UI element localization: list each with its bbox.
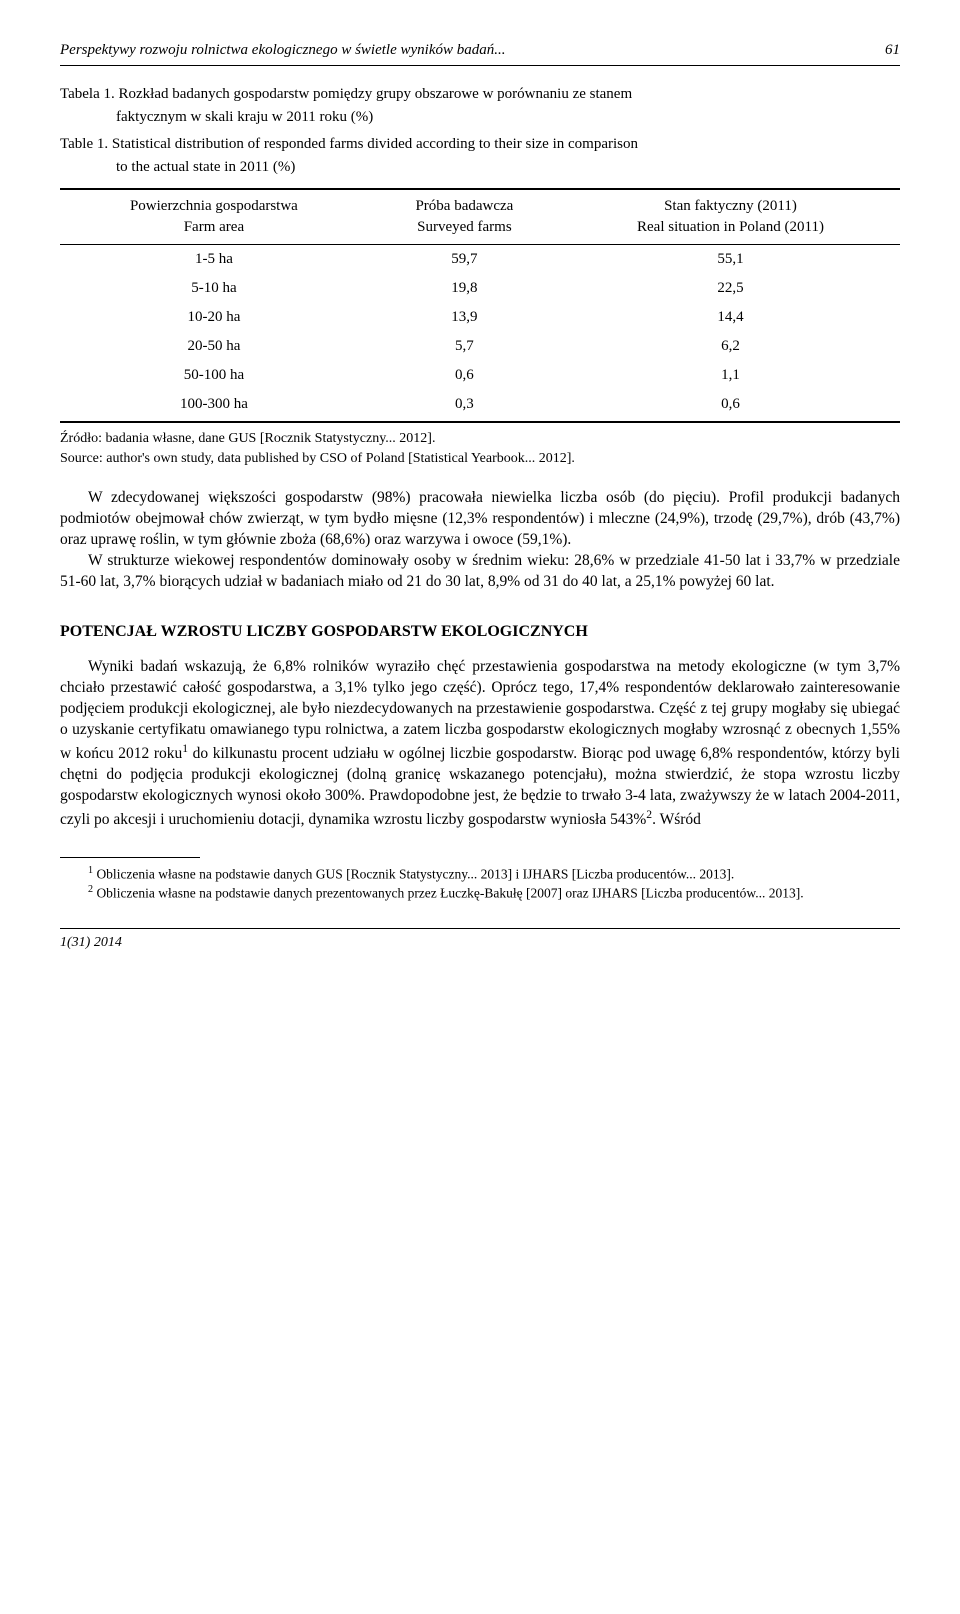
para3-b: do kilkunastu procent udziału w ogólnej … bbox=[60, 745, 900, 828]
table-source: Źródło: badania własne, dane GUS [Roczni… bbox=[60, 429, 900, 468]
cell-survey: 5,7 bbox=[368, 332, 561, 361]
cell-survey: 59,7 bbox=[368, 245, 561, 275]
cell-actual: 22,5 bbox=[561, 274, 900, 303]
data-table: Powierzchnia gospodarstwa Farm area Prób… bbox=[60, 188, 900, 423]
col-header-actual: Stan faktyczny (2011) Real situation in … bbox=[561, 189, 900, 245]
table-header-row: Powierzchnia gospodarstwa Farm area Prób… bbox=[60, 189, 900, 245]
table-row: 1-5 ha 59,7 55,1 bbox=[60, 245, 900, 275]
table-row: 10-20 ha 13,9 14,4 bbox=[60, 303, 900, 332]
running-title: Perspektywy rozwoju rolnictwa ekologiczn… bbox=[60, 40, 506, 61]
cell-actual: 0,6 bbox=[561, 390, 900, 422]
page-number: 61 bbox=[885, 40, 900, 61]
section-heading: POTENCJAŁ WZROSTU LICZBY GOSPODARSTW EKO… bbox=[60, 621, 900, 643]
col1-l1: Powierzchnia gospodarstwa bbox=[130, 198, 298, 214]
cell-range: 50-100 ha bbox=[60, 361, 368, 390]
footnote-1: 1 Obliczenia własne na podstawie danych … bbox=[60, 864, 900, 883]
cell-range: 20-50 ha bbox=[60, 332, 368, 361]
paragraph-2: W strukturze wiekowej respondentów domin… bbox=[60, 551, 900, 593]
table-row: 5-10 ha 19,8 22,5 bbox=[60, 274, 900, 303]
cell-actual: 14,4 bbox=[561, 303, 900, 332]
cell-actual: 1,1 bbox=[561, 361, 900, 390]
footnote-separator bbox=[60, 857, 200, 858]
col-header-survey: Próba badawcza Surveyed farms bbox=[368, 189, 561, 245]
cell-survey: 0,3 bbox=[368, 390, 561, 422]
caption-text-pl-line2: faktycznym w skali kraju w 2011 roku (%) bbox=[116, 107, 900, 128]
table-caption-en: Table 1. Statistical distribution of res… bbox=[60, 134, 900, 155]
col-header-area: Powierzchnia gospodarstwa Farm area bbox=[60, 189, 368, 245]
cell-survey: 0,6 bbox=[368, 361, 561, 390]
caption-text-en: Statistical distribution of responded fa… bbox=[112, 136, 638, 152]
paragraph-1: W zdecydowanej większości gospodarstw (9… bbox=[60, 488, 900, 551]
caption-label-pl: Tabela 1. bbox=[60, 86, 115, 102]
col2-l2: Surveyed farms bbox=[417, 219, 512, 235]
caption-label-en: Table 1. bbox=[60, 136, 108, 152]
table-row: 20-50 ha 5,7 6,2 bbox=[60, 332, 900, 361]
cell-range: 5-10 ha bbox=[60, 274, 368, 303]
table-caption-pl: Tabela 1. Rozkład badanych gospodarstw p… bbox=[60, 84, 900, 105]
cell-actual: 6,2 bbox=[561, 332, 900, 361]
source-pl: Źródło: badania własne, dane GUS [Roczni… bbox=[60, 431, 435, 446]
source-en: Source: author's own study, data publish… bbox=[60, 451, 575, 466]
footnote-2: 2 Obliczenia własne na podstawie danych … bbox=[60, 883, 900, 902]
para3-c: . Wśród bbox=[652, 811, 701, 828]
col3-l2: Real situation in Poland (2011) bbox=[637, 219, 824, 235]
col1-l2: Farm area bbox=[184, 219, 244, 235]
table-row: 50-100 ha 0,6 1,1 bbox=[60, 361, 900, 390]
page-footer: 1(31) 2014 bbox=[60, 928, 900, 953]
caption-text-pl: Rozkład badanych gospodarstw pomiędzy gr… bbox=[119, 86, 633, 102]
running-header: Perspektywy rozwoju rolnictwa ekologiczn… bbox=[60, 40, 900, 66]
paragraph-3: Wyniki badań wskazują, że 6,8% rolników … bbox=[60, 657, 900, 831]
cell-survey: 13,9 bbox=[368, 303, 561, 332]
footnote-1-text: Obliczenia własne na podstawie danych GU… bbox=[93, 866, 734, 881]
caption-text-en-line2: to the actual state in 2011 (%) bbox=[116, 157, 900, 178]
cell-range: 1-5 ha bbox=[60, 245, 368, 275]
col2-l1: Próba badawcza bbox=[415, 198, 513, 214]
footnote-2-text: Obliczenia własne na podstawie danych pr… bbox=[93, 885, 804, 900]
cell-range: 100-300 ha bbox=[60, 390, 368, 422]
cell-survey: 19,8 bbox=[368, 274, 561, 303]
col3-l1: Stan faktyczny (2011) bbox=[664, 198, 797, 214]
table-row: 100-300 ha 0,3 0,6 bbox=[60, 390, 900, 422]
cell-actual: 55,1 bbox=[561, 245, 900, 275]
cell-range: 10-20 ha bbox=[60, 303, 368, 332]
